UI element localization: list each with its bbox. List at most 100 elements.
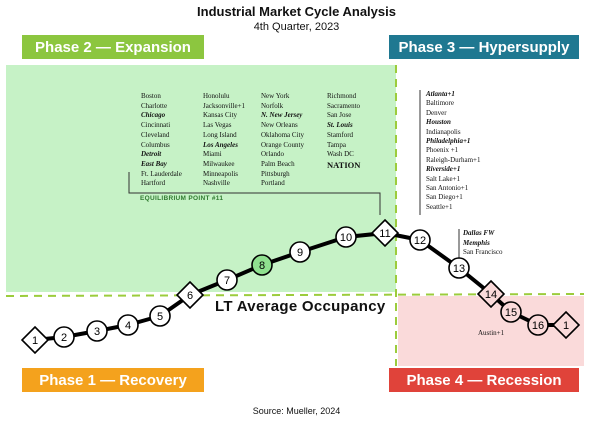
market: Wash DC xyxy=(327,150,354,159)
market-list-col3: New York Norfolk N. New Jersey New Orlea… xyxy=(261,92,304,189)
cycle-point-11-diamond xyxy=(370,218,400,248)
cycle-point-label: 3 xyxy=(94,326,100,338)
market: N. New Jersey xyxy=(261,111,303,120)
market: Portland xyxy=(261,179,285,188)
market: Raleigh-Durham+1 xyxy=(426,155,481,164)
market: San Diego+1 xyxy=(426,193,463,202)
market: San Jose xyxy=(327,111,352,120)
market-list-col1: Boston Charlotte Chicago Cincinnati Clev… xyxy=(141,92,182,189)
cycle-point-9-circle xyxy=(289,241,311,263)
market: Cincinnati xyxy=(141,121,171,130)
cycle-point-13-circle xyxy=(448,257,470,279)
market: Miami xyxy=(203,150,222,159)
market: Sacramento xyxy=(327,101,361,110)
market: East Bay xyxy=(141,159,167,168)
market: New York xyxy=(261,92,290,100)
cycle-point-14-diamond xyxy=(476,279,506,309)
cycle-point-label: 4 xyxy=(125,320,131,332)
market: Detroit xyxy=(141,150,162,159)
market: Orlando xyxy=(261,150,284,159)
market-list-point12: Atlanta+1 Baltimore Denver Houston India… xyxy=(426,90,481,212)
market-list-point13: Dallas FW Memphis San Francisco xyxy=(463,229,502,258)
market: Long Island xyxy=(203,130,237,139)
market: Minneapolis xyxy=(203,169,238,178)
market: Denver xyxy=(426,108,447,117)
market: Ft. Lauderdale xyxy=(141,169,182,178)
phase3-label: Phase 3 — Hypersupply xyxy=(389,35,579,59)
market: Riverside+1 xyxy=(426,165,461,174)
market: Indianapolis xyxy=(426,127,461,136)
source-note: Source: Mueller, 2024 xyxy=(252,406,341,416)
cycle-point-label: 1 xyxy=(563,320,569,332)
cycle-point-label: 9 xyxy=(297,247,303,259)
cycle-point-7-circle xyxy=(216,269,238,291)
market: Memphis xyxy=(463,238,490,247)
cycle-point-label: 12 xyxy=(414,235,426,247)
cycle-point-1-diamond xyxy=(551,310,581,340)
cycle-point-label: 14 xyxy=(485,289,497,301)
market: Los Angeles xyxy=(203,140,238,149)
cycle-point-16-circle xyxy=(527,314,549,336)
market: Oklahoma City xyxy=(261,130,304,139)
cycle-point-label: 11 xyxy=(379,228,390,240)
market: San Antonio+1 xyxy=(426,184,469,193)
equilibrium-bracket xyxy=(128,172,381,215)
cycle-point-12-circle xyxy=(409,229,431,251)
market: Palm Beach xyxy=(261,159,295,168)
cycle-point-label: 2 xyxy=(61,332,67,344)
cycle-point-label: 16 xyxy=(532,320,544,332)
market: Jacksonville+1 xyxy=(203,101,246,110)
market: Columbus xyxy=(141,140,170,149)
equilibrium-label: EQUILIBRIUM POINT #11 xyxy=(140,195,224,202)
cycle-point-label: 10 xyxy=(340,232,352,244)
market: Atlanta+1 xyxy=(426,90,455,98)
cycle-point-label: 8 xyxy=(259,260,265,272)
cycle-point-2-circle xyxy=(53,326,75,348)
market: Orange County xyxy=(261,140,304,149)
nation-label: NATION xyxy=(327,159,361,170)
cycle-point-label: 7 xyxy=(224,275,230,287)
market-list-col4: Richmond Sacramento San Jose St. Louis S… xyxy=(327,92,360,170)
market: Salt Lake+1 xyxy=(426,174,461,183)
phase4-label: Phase 4 — Recession xyxy=(389,368,579,392)
market: Stamford xyxy=(327,130,354,139)
cycle-point-label: 1 xyxy=(32,335,38,347)
market: Norfolk xyxy=(261,101,284,110)
market: Dallas FW xyxy=(463,229,495,237)
cycle-point-3-circle xyxy=(86,320,108,342)
market: Las Vegas xyxy=(203,121,232,130)
phase1-label: Phase 1 — Recovery xyxy=(22,368,204,392)
market: Houston xyxy=(426,118,451,127)
market: Charlotte xyxy=(141,101,168,110)
chart-title: Industrial Market Cycle Analysis xyxy=(197,4,396,19)
market: Cleveland xyxy=(141,130,170,139)
cycle-point-4-circle xyxy=(117,314,139,336)
market: New Orleans xyxy=(261,121,298,130)
market: San Francisco xyxy=(463,248,503,257)
cycle-point-1-diamond xyxy=(20,325,50,355)
market: Boston xyxy=(141,92,161,100)
cycle-point-6-diamond xyxy=(175,280,205,310)
market: Austin+1 xyxy=(478,329,505,337)
market-list-col2: Honolulu Jacksonville+1 Kansas City Las … xyxy=(203,92,245,189)
market: Phoenix +1 xyxy=(426,146,459,155)
market: Nashville xyxy=(203,179,230,188)
cycle-point-label: 6 xyxy=(187,290,193,302)
cycle-point-10-circle xyxy=(335,226,357,248)
market: Richmond xyxy=(327,92,357,100)
cycle-point-label: 5 xyxy=(157,311,163,323)
market: Seattle+1 xyxy=(426,202,453,211)
cycle-point-15-circle xyxy=(500,301,522,323)
market: Tampa xyxy=(327,140,346,149)
market-list-point15: Austin+1 xyxy=(478,329,504,339)
lt-average-occupancy-label: LT Average Occupancy xyxy=(215,298,386,315)
market: Kansas City xyxy=(203,111,238,120)
market: St. Louis xyxy=(327,121,353,130)
phase2-label: Phase 2 — Expansion xyxy=(22,35,204,59)
market: Chicago xyxy=(141,111,166,120)
cycle-point-8-circle xyxy=(251,254,273,276)
cycle-point-label: 15 xyxy=(505,307,517,319)
market: Philadelphia+1 xyxy=(426,137,471,146)
chart-subtitle: 4th Quarter, 2023 xyxy=(253,21,340,33)
